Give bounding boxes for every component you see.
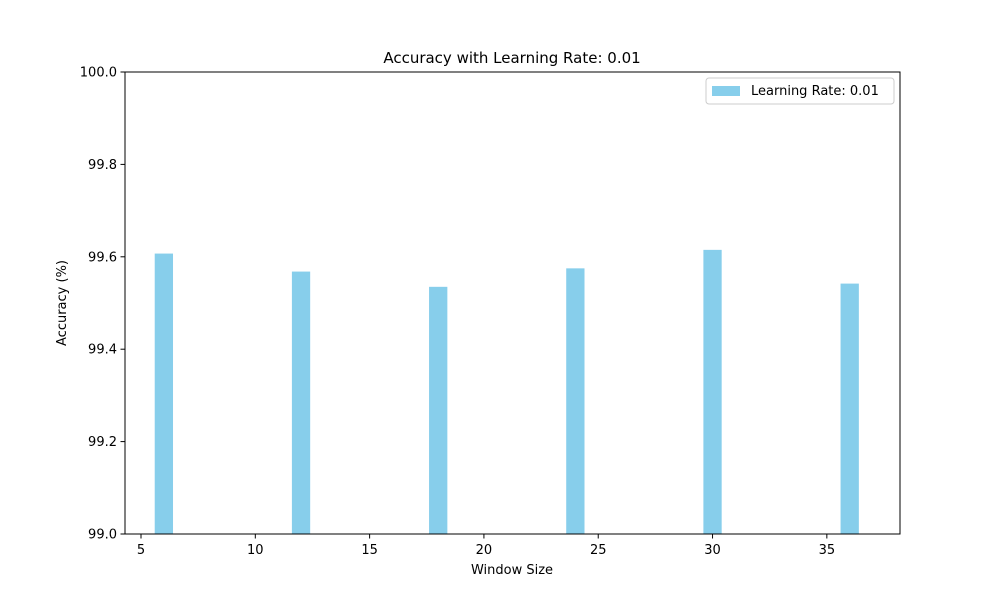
x-tick-label: 35 — [819, 543, 836, 558]
legend-box — [705, 77, 895, 105]
x-axis-label: Window Size — [471, 563, 553, 578]
legend-label: Learning Rate: 0.01 — [751, 84, 879, 99]
y-tick-label: 99.8 — [88, 158, 117, 173]
bar-18 — [429, 286, 448, 534]
bar-30 — [703, 249, 722, 534]
legend-swatch — [712, 86, 740, 96]
y-axis-label: Accuracy (%) — [55, 260, 70, 346]
y-tick-label: 100.0 — [80, 66, 117, 81]
x-tick-label: 5 — [137, 543, 145, 558]
bar-6 — [154, 253, 174, 534]
bar-24 — [566, 268, 585, 534]
y-tick-label: 99.2 — [88, 435, 117, 450]
chart-title: Accuracy with Learning Rate: 0.01 — [383, 49, 640, 67]
y-tick-label: 99.4 — [88, 343, 117, 358]
x-tick-label: 25 — [590, 543, 607, 558]
bar-12 — [291, 271, 311, 534]
x-tick-label: 20 — [476, 543, 493, 558]
y-axis: 99.0 99.2 99.4 99.6 99.8 100.0 — [80, 66, 125, 543]
x-tick-label: 15 — [361, 543, 378, 558]
bar-36 — [840, 283, 859, 534]
plot-frame — [124, 71, 901, 535]
bars-group — [154, 249, 859, 534]
x-axis: 5 10 15 20 25 30 35 — [137, 534, 835, 558]
legend: Learning Rate: 0.01 — [705, 77, 895, 105]
x-tick-label: 10 — [247, 543, 264, 558]
y-tick-label: 99.6 — [88, 250, 117, 265]
x-tick-label: 30 — [704, 543, 721, 558]
y-tick-label: 99.0 — [88, 528, 117, 543]
